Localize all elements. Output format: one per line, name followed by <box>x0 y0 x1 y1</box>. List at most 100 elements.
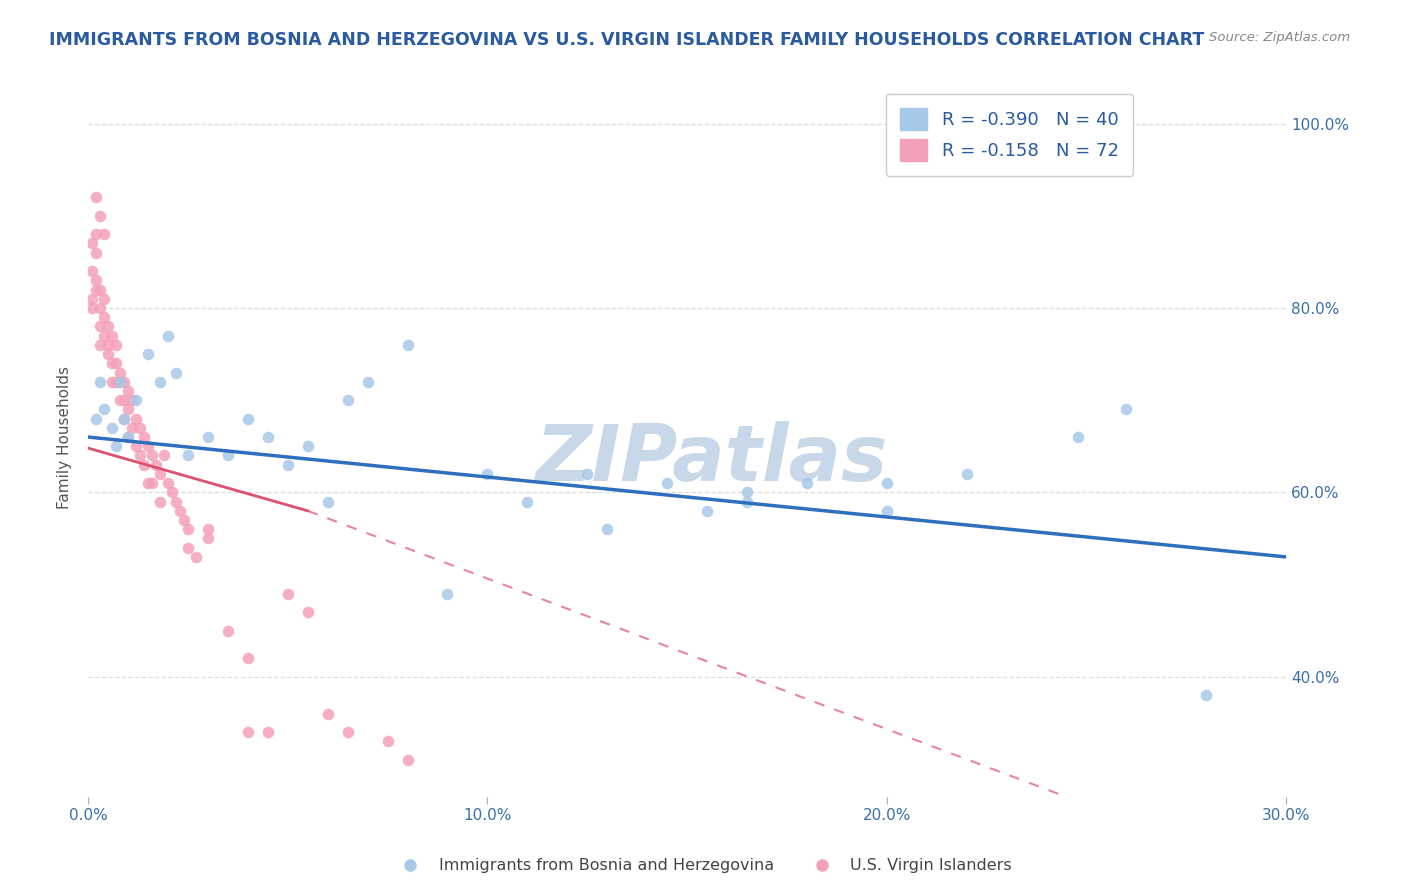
Point <box>955 467 977 481</box>
Point <box>297 439 319 453</box>
Point <box>93 402 115 417</box>
Point <box>217 624 239 638</box>
Point <box>93 328 115 343</box>
Point <box>97 347 120 361</box>
Point <box>156 328 179 343</box>
Point <box>108 375 131 389</box>
Point <box>121 393 143 408</box>
Point <box>696 504 718 518</box>
Point <box>89 338 111 352</box>
Point <box>112 393 135 408</box>
Point <box>145 458 167 472</box>
Point <box>129 449 152 463</box>
Point <box>149 375 172 389</box>
Point <box>84 227 107 242</box>
Point <box>108 375 131 389</box>
Point <box>132 430 155 444</box>
Point <box>156 476 179 491</box>
Point <box>149 494 172 508</box>
Point <box>336 725 359 739</box>
Point <box>93 310 115 325</box>
Point <box>82 292 104 306</box>
Point <box>197 532 219 546</box>
Point <box>876 476 898 491</box>
Point <box>356 375 378 389</box>
Point <box>477 467 499 481</box>
Point <box>112 375 135 389</box>
Point <box>132 458 155 472</box>
Point <box>277 458 299 472</box>
Point <box>117 430 139 444</box>
Point <box>84 273 107 287</box>
Point <box>97 338 120 352</box>
Point <box>89 283 111 297</box>
Point <box>277 587 299 601</box>
Point <box>316 706 339 721</box>
Point <box>136 347 159 361</box>
Point <box>108 393 131 408</box>
Point <box>177 449 200 463</box>
Point <box>125 439 148 453</box>
Point <box>876 504 898 518</box>
Point <box>141 449 163 463</box>
Point <box>316 494 339 508</box>
Point <box>516 494 538 508</box>
Point <box>336 393 359 408</box>
Point <box>117 402 139 417</box>
Point <box>735 485 758 500</box>
Point <box>82 301 104 315</box>
Point <box>160 485 183 500</box>
Point <box>97 319 120 334</box>
Point <box>173 513 195 527</box>
Text: IMMIGRANTS FROM BOSNIA AND HERZEGOVINA VS U.S. VIRGIN ISLANDER FAMILY HOUSEHOLDS: IMMIGRANTS FROM BOSNIA AND HERZEGOVINA V… <box>49 31 1205 49</box>
Point <box>1067 430 1090 444</box>
Point <box>89 375 111 389</box>
Point <box>197 430 219 444</box>
Point <box>93 292 115 306</box>
Point <box>93 227 115 242</box>
Point <box>105 338 128 352</box>
Point <box>576 467 599 481</box>
Point <box>136 439 159 453</box>
Point <box>177 541 200 555</box>
Point <box>105 439 128 453</box>
Point <box>117 430 139 444</box>
Point <box>655 476 678 491</box>
Point <box>256 430 278 444</box>
Point <box>1195 688 1218 702</box>
Point <box>82 264 104 278</box>
Text: ZIPatlas: ZIPatlas <box>534 421 887 497</box>
Point <box>105 375 128 389</box>
Point <box>377 734 399 748</box>
Point <box>796 476 818 491</box>
Point <box>136 476 159 491</box>
Point <box>256 725 278 739</box>
Point <box>236 651 259 665</box>
Point <box>141 476 163 491</box>
Point <box>129 421 152 435</box>
Point <box>101 375 124 389</box>
Point <box>101 356 124 370</box>
Point <box>165 494 187 508</box>
Point <box>436 587 458 601</box>
Point <box>84 411 107 425</box>
Y-axis label: Family Households: Family Households <box>58 366 72 508</box>
Point <box>165 366 187 380</box>
Point <box>125 393 148 408</box>
Point <box>121 421 143 435</box>
Point <box>396 338 419 352</box>
Point <box>84 245 107 260</box>
Point <box>89 319 111 334</box>
Point <box>125 411 148 425</box>
Point <box>169 504 191 518</box>
Point <box>197 522 219 536</box>
Point <box>217 449 239 463</box>
Point <box>149 467 172 481</box>
Point <box>184 549 207 564</box>
Point <box>112 411 135 425</box>
Text: Source: ZipAtlas.com: Source: ZipAtlas.com <box>1209 31 1350 45</box>
Point <box>84 283 107 297</box>
Point <box>735 494 758 508</box>
Point <box>297 605 319 619</box>
Point <box>101 421 124 435</box>
